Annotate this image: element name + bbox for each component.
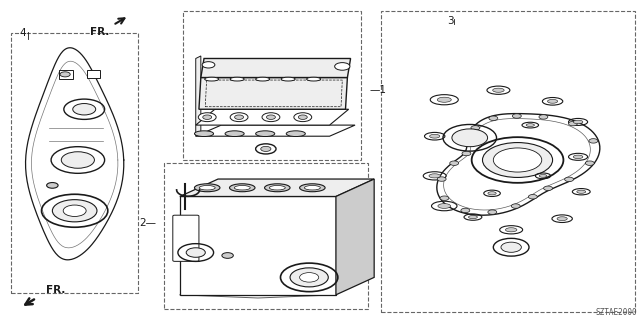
Circle shape xyxy=(440,196,449,200)
Ellipse shape xyxy=(429,174,440,178)
Circle shape xyxy=(73,104,96,115)
Circle shape xyxy=(471,126,480,130)
Bar xyxy=(381,11,636,312)
Ellipse shape xyxy=(199,186,215,190)
Polygon shape xyxy=(201,59,351,77)
Bar xyxy=(180,196,336,295)
Ellipse shape xyxy=(429,134,440,138)
Ellipse shape xyxy=(300,184,325,192)
Circle shape xyxy=(61,152,95,168)
Circle shape xyxy=(543,186,552,190)
Circle shape xyxy=(450,161,459,165)
Bar xyxy=(59,70,73,79)
Circle shape xyxy=(493,148,541,172)
Ellipse shape xyxy=(230,77,244,81)
Polygon shape xyxy=(196,109,349,125)
Ellipse shape xyxy=(225,131,244,137)
Ellipse shape xyxy=(438,204,451,208)
Text: FR.: FR. xyxy=(90,27,109,37)
Circle shape xyxy=(564,177,573,181)
Ellipse shape xyxy=(488,192,496,195)
Circle shape xyxy=(186,248,205,257)
Bar xyxy=(11,33,138,293)
Polygon shape xyxy=(196,56,201,136)
Ellipse shape xyxy=(269,186,285,190)
Circle shape xyxy=(461,208,470,213)
Ellipse shape xyxy=(305,186,320,190)
Circle shape xyxy=(298,115,307,119)
Circle shape xyxy=(465,140,474,145)
Ellipse shape xyxy=(255,131,275,137)
Ellipse shape xyxy=(573,155,583,159)
Circle shape xyxy=(586,161,595,165)
Ellipse shape xyxy=(557,217,567,220)
Circle shape xyxy=(47,182,58,188)
Circle shape xyxy=(294,113,312,122)
Ellipse shape xyxy=(573,120,583,124)
Text: 3: 3 xyxy=(447,16,454,26)
Ellipse shape xyxy=(234,186,250,190)
Bar xyxy=(183,11,362,160)
Ellipse shape xyxy=(577,190,586,193)
Circle shape xyxy=(52,200,97,222)
Ellipse shape xyxy=(264,184,290,192)
Ellipse shape xyxy=(307,77,321,81)
Ellipse shape xyxy=(205,77,219,81)
Circle shape xyxy=(203,115,212,119)
Circle shape xyxy=(222,252,234,258)
Circle shape xyxy=(452,129,488,147)
Bar xyxy=(164,163,368,309)
Circle shape xyxy=(335,63,350,70)
Circle shape xyxy=(589,139,598,143)
Ellipse shape xyxy=(195,184,220,192)
Ellipse shape xyxy=(506,228,517,232)
Circle shape xyxy=(483,142,552,178)
Circle shape xyxy=(488,210,497,214)
Circle shape xyxy=(513,114,522,118)
Circle shape xyxy=(290,268,328,287)
Circle shape xyxy=(511,204,520,208)
Ellipse shape xyxy=(230,184,255,192)
Ellipse shape xyxy=(255,77,269,81)
Circle shape xyxy=(300,273,319,282)
Circle shape xyxy=(501,242,522,252)
Ellipse shape xyxy=(286,131,305,137)
Circle shape xyxy=(262,113,280,122)
Circle shape xyxy=(568,121,577,126)
Ellipse shape xyxy=(540,174,547,177)
Text: 2—: 2— xyxy=(140,219,156,228)
Polygon shape xyxy=(199,77,348,109)
Ellipse shape xyxy=(468,215,477,219)
Text: FR.: FR. xyxy=(46,285,65,295)
Ellipse shape xyxy=(195,131,214,137)
Text: 4: 4 xyxy=(19,28,26,38)
Circle shape xyxy=(198,113,216,122)
Bar xyxy=(88,70,100,77)
Circle shape xyxy=(489,116,498,120)
Circle shape xyxy=(230,113,248,122)
Circle shape xyxy=(437,177,446,181)
Polygon shape xyxy=(180,179,374,196)
FancyBboxPatch shape xyxy=(173,215,199,261)
Polygon shape xyxy=(336,179,374,295)
Circle shape xyxy=(202,62,215,68)
Ellipse shape xyxy=(281,77,295,81)
Ellipse shape xyxy=(547,100,557,103)
Ellipse shape xyxy=(493,88,504,92)
Circle shape xyxy=(529,195,538,199)
Text: SZTAE2000: SZTAE2000 xyxy=(596,308,637,317)
Circle shape xyxy=(63,205,86,216)
Ellipse shape xyxy=(437,97,451,102)
Circle shape xyxy=(539,115,548,119)
Circle shape xyxy=(60,72,70,77)
Circle shape xyxy=(260,146,271,151)
Ellipse shape xyxy=(526,124,534,126)
Circle shape xyxy=(235,115,244,119)
Circle shape xyxy=(462,151,471,156)
Circle shape xyxy=(266,115,275,119)
Text: —1: —1 xyxy=(369,85,386,95)
